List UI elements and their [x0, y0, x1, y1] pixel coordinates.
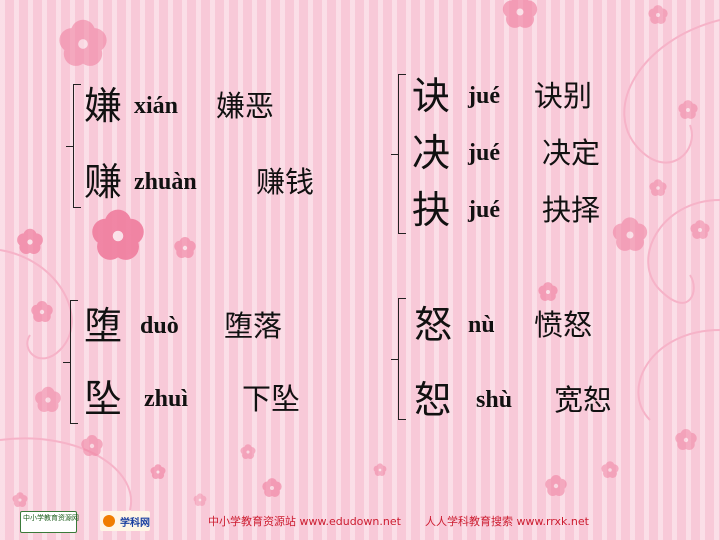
entry-word: 诀别 — [534, 79, 593, 113]
entry-pinyin: jué — [468, 140, 500, 166]
flower-icon — [675, 429, 697, 450]
brace-group-1 — [66, 84, 81, 208]
flower-icon — [678, 100, 698, 119]
flower-icon — [17, 228, 43, 254]
entry-pinyin: nù — [468, 312, 495, 338]
flower-icon — [502, 0, 538, 28]
entry-pinyin: jué — [468, 83, 500, 109]
entry-word: 下坠 — [242, 382, 301, 416]
flower-icon — [12, 0, 710, 507]
flower-icon — [12, 492, 28, 507]
footer-link-edudown[interactable]: 中小学教育资源站 www.edudown.net — [208, 515, 401, 528]
entry-word: 堕落 — [224, 309, 283, 343]
flower-icon — [31, 301, 53, 322]
footer: 中小学教育资源网 学科网 中小学教育资源站 www.edudown.net 人人… — [0, 503, 720, 540]
entry-pinyin: duò — [140, 313, 179, 339]
flower-icon — [174, 237, 196, 258]
logo-edudown[interactable]: 中小学教育资源网 — [20, 511, 79, 533]
entry-word: 决定 — [542, 136, 601, 170]
entry-char: 嫌 — [84, 84, 123, 128]
entry-char: 赚 — [84, 160, 123, 204]
flower-icon — [601, 461, 619, 478]
flower-icon — [538, 282, 558, 301]
entry-word: 嫌恶 — [216, 89, 275, 123]
entry-pinyin: zhuì — [144, 386, 189, 412]
flower-icon — [150, 464, 166, 479]
flower-icon — [545, 475, 567, 496]
flower-icon — [373, 463, 387, 476]
flower-icon — [240, 444, 256, 459]
entry-pinyin: zhuàn — [134, 169, 197, 195]
footer-link-rrxk[interactable]: 人人学科教育搜索 www.rrxk.net — [425, 515, 589, 528]
flower-icon — [262, 478, 282, 497]
logo-xuekewang-mark-icon — [103, 515, 115, 527]
flower-icon — [690, 220, 710, 239]
flower-icon — [648, 5, 668, 24]
logo-xuekewang[interactable]: 学科网 — [100, 511, 150, 531]
entry-pinyin: jué — [468, 197, 500, 223]
flower-icon — [81, 435, 103, 456]
entry-pinyin: xián — [134, 93, 179, 119]
logo-xuekewang-text: 学科网 — [120, 518, 150, 529]
flower-icon — [35, 386, 61, 412]
entry-char: 决 — [412, 131, 451, 175]
flower-icon — [612, 217, 648, 251]
brace-group-2 — [391, 74, 406, 234]
entry-word: 赚钱 — [256, 165, 315, 199]
entry-word: 宽恕 — [554, 383, 613, 417]
flower-icon — [649, 179, 667, 196]
brace-group-4 — [391, 298, 406, 420]
flower-icon — [92, 209, 144, 260]
entry-pinyin: shù — [476, 387, 513, 413]
entry-char: 恕 — [414, 378, 453, 422]
flower-icon — [193, 493, 207, 506]
entry-char: 堕 — [84, 304, 123, 348]
entry-char: 抉 — [412, 188, 451, 232]
logo-edudown-text: 中小学教育资源网 — [23, 514, 79, 522]
entry-word: 抉择 — [542, 193, 601, 227]
entry-char: 坠 — [84, 377, 123, 421]
entry-word: 愤怒 — [534, 308, 593, 342]
flower-icon — [59, 19, 107, 66]
entry-char: 怒 — [414, 303, 453, 347]
brace-group-3 — [63, 300, 78, 424]
entry-char: 诀 — [412, 74, 451, 118]
